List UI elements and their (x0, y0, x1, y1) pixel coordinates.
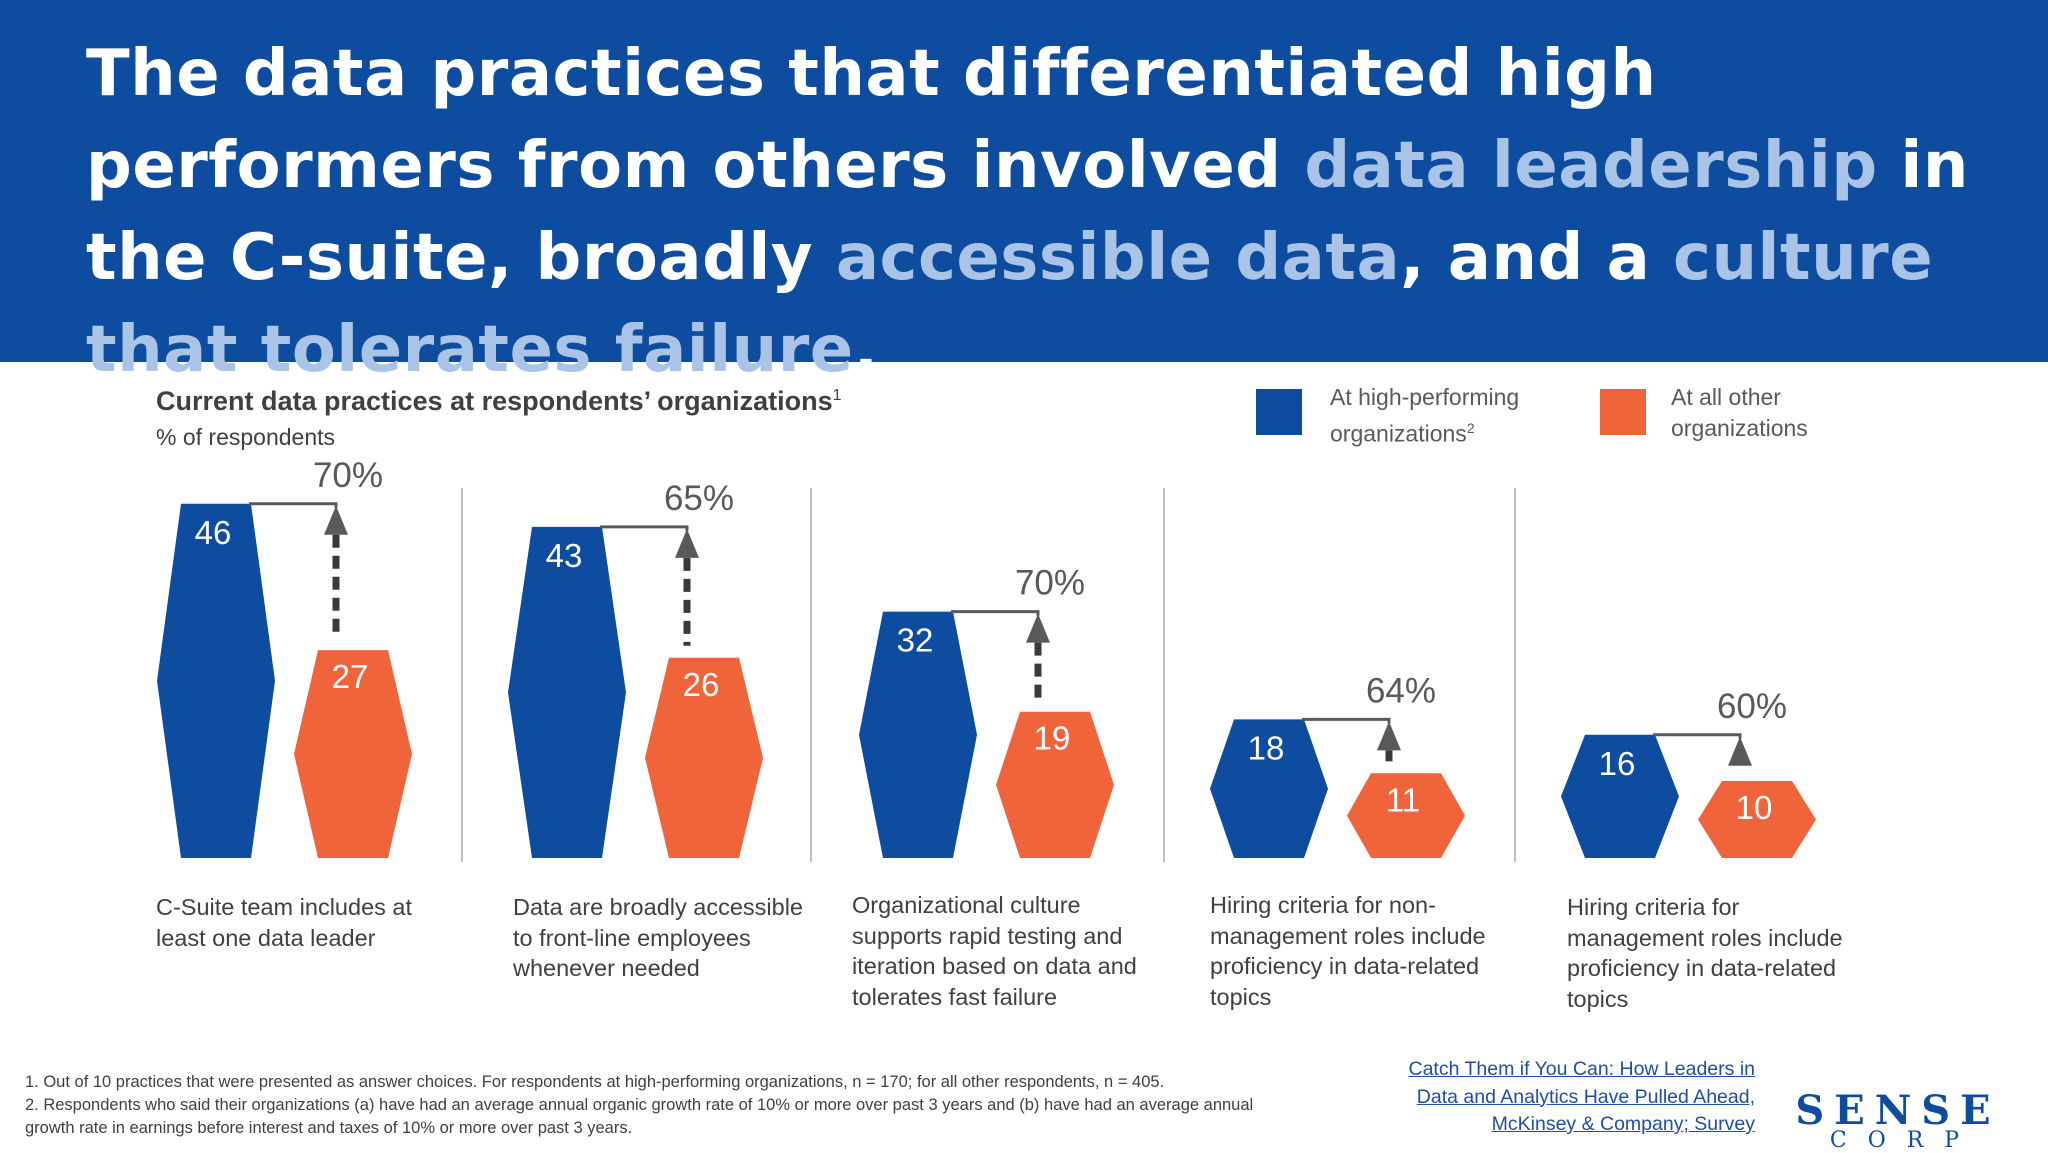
headline-highlight-culture: culture that tolerates failure (86, 221, 1934, 387)
difference-label-4: 64% (1366, 671, 1436, 710)
bar-high-1 (157, 503, 275, 858)
data-label-high-1: 46 (195, 514, 232, 551)
arrow-head-1 (324, 505, 348, 535)
connector-5 (1653, 733, 1742, 739)
category-label-5: Hiring criteria for management roles inc… (1567, 894, 1843, 1012)
connector-3 (951, 610, 1040, 616)
data-label-high-5: 16 (1599, 745, 1636, 782)
legend-label-other: At all other organizations (1671, 384, 1808, 441)
headline-highlight-data-leadership: data leadership (1304, 129, 1878, 203)
headline-text: , and a (1400, 221, 1674, 295)
difference-label-1: 70% (313, 456, 383, 495)
data-label-other-5: 10 (1736, 789, 1773, 826)
difference-label-3: 70% (1015, 564, 1085, 603)
sense-corp-logo: SENSE CORP (1788, 1087, 2008, 1153)
arrow-head-4 (1377, 721, 1401, 751)
data-label-high-2: 43 (546, 537, 583, 574)
bar-high-2 (508, 526, 626, 858)
chart-title-text: Current data practices at respondents’ o… (156, 386, 833, 416)
source-link-line[interactable]: Catch Them if You Can: How Leaders in (1408, 1058, 1755, 1080)
bar-other-4 (1347, 773, 1465, 858)
legend-label-high: At high-performing organizations2 (1330, 382, 1570, 450)
headline: The data practices that differentiated h… (86, 28, 2016, 396)
category-label-3: Organizational culture supports rapid te… (852, 892, 1137, 1010)
legend-label-high-text: At high-performing organizations (1330, 384, 1520, 447)
difference-label-5: 60% (1717, 687, 1787, 726)
footnote-1: 1. Out of 10 practices that were present… (25, 1073, 1165, 1091)
headline-text: in the C-suite, broadly (86, 129, 1969, 295)
source-link-line[interactable]: Data and Analytics Have Pulled Ahead, (1416, 1085, 1755, 1108)
bar-other-1 (294, 650, 412, 858)
legend-swatch-other (1600, 389, 1646, 435)
logo-wordmark-top: SENSE (1795, 1087, 2001, 1134)
headline-text: The data practices that differentiated h… (86, 37, 1657, 203)
bar-other-2 (645, 657, 763, 858)
bar-other-3 (996, 711, 1114, 858)
data-label-other-2: 26 (683, 666, 720, 703)
source-link-line[interactable]: McKinsey & Company; Survey (1491, 1113, 1755, 1135)
footnotes: 1. Out of 10 practices that were present… (25, 1071, 1285, 1140)
chart-subtitle: % of respondents (156, 424, 336, 450)
bar-high-4 (1210, 719, 1328, 858)
legend-swatch-high (1256, 389, 1302, 435)
connector-4 (1302, 717, 1391, 724)
data-label-other-4: 11 (1386, 781, 1420, 818)
headline-text: . (853, 313, 879, 387)
difference-label-2: 65% (664, 479, 734, 518)
data-label-high-4: 18 (1248, 729, 1285, 766)
arrow-head-5 (1728, 736, 1752, 766)
category-label-1: C-Suite team includes at least one data … (156, 894, 413, 951)
data-label-high-3: 32 (897, 622, 934, 659)
chart-title: Current data practices at respondents’ o… (156, 386, 842, 417)
arrow-head-2 (675, 528, 699, 558)
category-label-4: Hiring criteria for non-management roles… (1210, 892, 1486, 1010)
category-label-2: Data are broadly accessible to front-lin… (513, 894, 803, 981)
headline-highlight-accessible-data: accessible data (835, 221, 1401, 295)
legend-footnote-ref: 2 (1466, 420, 1475, 436)
connector-2 (600, 525, 689, 531)
bar-high-5 (1561, 734, 1679, 858)
logo-wordmark-bottom: CORP (1829, 1128, 1981, 1153)
bar-other-5 (1698, 781, 1816, 858)
data-label-other-1: 27 (332, 658, 369, 695)
arrow-head-3 (1026, 613, 1050, 643)
chart-title-footnote-ref: 1 (832, 387, 842, 404)
header-banner: The data practices that differentiated h… (0, 0, 2048, 387)
connector-1 (249, 502, 338, 508)
footnote-2: 2. Respondents who said their organizati… (25, 1096, 1254, 1137)
data-label-other-3: 19 (1034, 720, 1071, 757)
bar-high-3 (859, 611, 977, 858)
source-link[interactable]: Catch Them if You Can: How Leaders in Da… (1340, 1056, 1755, 1139)
